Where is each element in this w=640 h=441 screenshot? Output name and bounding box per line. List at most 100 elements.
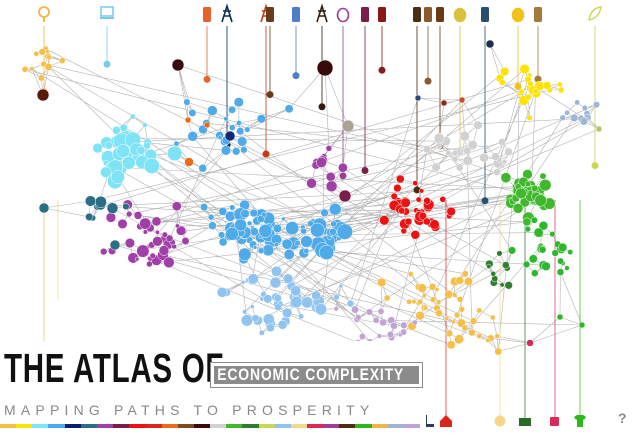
product-node — [257, 247, 265, 254]
help-button[interactable]: ? — [618, 410, 627, 426]
product-node — [417, 283, 427, 293]
product-node — [414, 94, 422, 102]
gem-icon[interactable] — [38, 6, 50, 22]
bottle-icon[interactable] — [378, 7, 386, 22]
product-node — [531, 184, 539, 192]
product-node — [418, 212, 427, 221]
product-node — [336, 223, 353, 240]
bottles-icon[interactable] — [436, 7, 444, 22]
oil-barrel-icon[interactable] — [413, 7, 421, 22]
product-node — [422, 145, 431, 154]
strip-swatch — [258, 424, 275, 428]
product-node — [246, 220, 253, 226]
product-node — [281, 216, 286, 222]
product-node — [422, 217, 431, 226]
product-node — [273, 242, 279, 248]
product-node — [133, 211, 143, 220]
product-node — [581, 105, 588, 112]
category-icon-row-bottom[interactable] — [425, 415, 586, 427]
product-node — [252, 245, 258, 250]
product-node — [84, 195, 97, 207]
strip-swatch — [80, 424, 97, 428]
bottles-icon[interactable] — [424, 7, 432, 22]
strip-swatch — [323, 424, 340, 428]
spool-icon[interactable] — [481, 7, 489, 22]
product-node — [258, 329, 265, 336]
product-node — [390, 192, 398, 200]
oil-derrick-icon[interactable] — [316, 3, 328, 23]
product-node — [300, 227, 307, 235]
product-node — [455, 276, 464, 285]
apple-icon[interactable] — [511, 7, 525, 23]
boot-icon[interactable] — [425, 415, 434, 427]
leaf-icon[interactable] — [588, 6, 602, 21]
product-node — [411, 299, 417, 305]
product-node — [281, 238, 293, 250]
product-node — [149, 252, 156, 259]
product-node — [567, 249, 574, 256]
product-node — [29, 66, 35, 72]
flask-icon[interactable] — [336, 7, 350, 23]
fruit-tree-icon[interactable] — [203, 7, 211, 22]
computer-icon[interactable] — [100, 6, 114, 19]
sewing-machine-icon[interactable] — [519, 418, 531, 426]
product-node — [46, 54, 52, 61]
lane-node — [203, 75, 211, 83]
product-node — [592, 101, 601, 109]
milk-carton-icon[interactable] — [534, 7, 542, 22]
product-node — [528, 254, 538, 264]
product-node — [290, 285, 301, 297]
product-node — [445, 329, 454, 338]
product-node — [100, 166, 112, 178]
strip-swatch — [242, 424, 259, 428]
product-node — [249, 227, 259, 237]
product-node — [407, 271, 414, 278]
strip-swatch — [32, 424, 49, 428]
product-node — [311, 290, 321, 301]
product-node — [229, 204, 236, 211]
network-nodes — [21, 39, 603, 356]
product-node — [502, 158, 508, 165]
hammer-icon[interactable] — [266, 7, 274, 22]
product-node — [294, 240, 301, 247]
strip-swatch — [274, 424, 291, 428]
product-node — [112, 126, 121, 135]
product-node — [377, 277, 387, 288]
strip-swatch — [403, 424, 421, 428]
product-node — [435, 299, 442, 305]
product-node — [129, 113, 136, 120]
product-node — [235, 120, 242, 126]
atlas-title-boxed-label: ECONOMIC COMPLEXITY — [217, 365, 405, 384]
product-node — [229, 124, 236, 131]
product-node — [272, 224, 282, 233]
strip-swatch — [64, 424, 81, 428]
product-node — [158, 245, 170, 256]
brain-icon[interactable] — [494, 415, 506, 427]
anvil-icon[interactable] — [292, 7, 300, 22]
anchor-icon[interactable] — [221, 3, 233, 23]
strip-swatch — [290, 424, 307, 428]
category-icon-row-top[interactable] — [38, 3, 602, 23]
factory-icon[interactable] — [361, 7, 369, 22]
product-node — [234, 218, 247, 232]
product-node — [494, 333, 500, 339]
product-node — [283, 249, 295, 260]
product-node — [451, 149, 459, 157]
product-node — [217, 135, 223, 140]
product-node — [527, 72, 533, 78]
product-node — [476, 333, 483, 339]
product-node — [515, 187, 527, 199]
product-node — [411, 319, 418, 326]
house-icon[interactable] — [440, 415, 452, 427]
product-node — [423, 197, 431, 205]
product-node — [117, 218, 128, 229]
egg-icon[interactable] — [453, 7, 467, 23]
product-node — [479, 152, 489, 163]
product-node — [325, 171, 336, 182]
coffee-cup-icon[interactable] — [550, 417, 559, 426]
tshirt-icon[interactable] — [574, 415, 586, 427]
product-node — [570, 113, 579, 123]
product-node — [557, 257, 565, 265]
product-node — [365, 308, 374, 316]
